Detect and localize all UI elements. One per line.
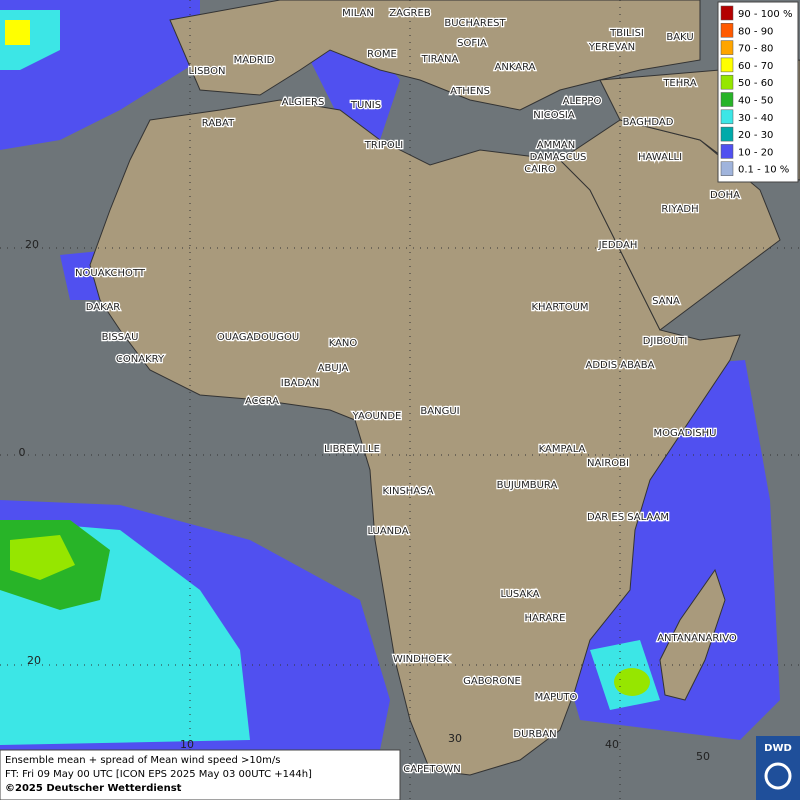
footer-box [0, 749, 401, 801]
city-label: CAPETOWN [403, 764, 461, 775]
grid-label: 20 [25, 238, 39, 251]
city-label: BANGUI [420, 406, 459, 417]
legend-swatch [720, 92, 734, 107]
city-label: NICOSIA [533, 110, 575, 121]
city-label: ROME [367, 49, 397, 60]
city-label: LIBREVILLE [324, 444, 380, 455]
city-label: DOHA [710, 190, 740, 201]
logo-text: DWD [764, 743, 792, 754]
legend-swatch [720, 109, 734, 125]
legend-swatch [720, 144, 734, 159]
grid-label: 0 [19, 446, 26, 459]
city-label: CONAKRY [116, 354, 165, 365]
grid-label: 10 [180, 738, 194, 751]
legend-label: 60 - 70 [738, 61, 773, 72]
city-label: LUSAKA [501, 589, 540, 600]
city-label: DAMASCUS [530, 152, 587, 163]
city-label: ZAGREB [389, 8, 431, 19]
city-label: KANO [329, 338, 358, 349]
legend-swatch [720, 74, 734, 90]
city-label: YAOUNDE [352, 411, 402, 422]
city-label: LISBON [189, 66, 226, 77]
city-label: SOFIA [457, 38, 487, 49]
city-label: NAIROBI [587, 458, 629, 469]
city-label: BAGHDAD [623, 117, 674, 128]
city-label: DAKAR [86, 302, 121, 313]
city-label: BISSAU [102, 332, 139, 343]
grid-label: 30 [448, 732, 462, 745]
city-label: ANTANANARIVO [657, 633, 737, 644]
city-label: KHARTOUM [531, 302, 588, 313]
legend-label: 10 - 20 [738, 147, 773, 158]
wind-blobs [0, 0, 780, 750]
city-label: RIYADH [661, 204, 698, 215]
city-label: HARARE [524, 613, 565, 624]
city-label: ACCRA [245, 396, 279, 407]
grid-label: 50 [696, 750, 710, 763]
city-label: DURBAN [513, 729, 556, 740]
city-label: MADRID [234, 55, 275, 66]
city-label: KAMPALA [539, 444, 586, 455]
legend-label: 40 - 50 [738, 96, 773, 107]
city-label: SANA [652, 296, 680, 307]
city-label: CAIRO [524, 164, 556, 175]
city-label: BUJUMBURA [497, 480, 558, 491]
logo-icon [764, 762, 792, 790]
city-label: DJIBOUTI [643, 336, 688, 347]
city-label: TIRANA [421, 54, 459, 65]
city-label: ABUJA [318, 363, 349, 374]
city-label: ADDIS ABABA [586, 360, 655, 371]
legend-swatch [720, 5, 734, 21]
city-label: JEDDAH [598, 240, 638, 251]
city-label: MOGADISHU [654, 428, 717, 439]
city-label: WINDHOEK [393, 654, 450, 665]
legend-label: 50 - 60 [738, 78, 773, 89]
city-label: TUNIS [350, 100, 381, 111]
legend-label: 70 - 80 [738, 44, 773, 55]
legend-swatch [720, 161, 734, 176]
city-label: BAKU [666, 32, 693, 43]
city-label: IBADAN [281, 378, 320, 389]
legend-label: 90 - 100 % [738, 9, 792, 20]
land [89, 0, 800, 776]
city-label: ALGIERS [282, 97, 325, 108]
city-label: TBILISI [609, 28, 644, 39]
city-label: ALEPPO [563, 96, 602, 107]
city-label: YEREVAN [588, 42, 635, 53]
city-label: LUANDA [367, 526, 408, 537]
grid-label: 20 [27, 654, 41, 667]
city-label: TRIPOLI [364, 140, 403, 151]
grid-label: 40 [605, 738, 619, 751]
city-label: DAR ES SALAAM [587, 512, 669, 523]
legend-swatch [720, 40, 734, 55]
city-label: BUCHAREST [444, 18, 506, 29]
city-label: ATHENS [450, 86, 490, 97]
legend-swatch [720, 23, 734, 38]
legend-label: 20 - 30 [738, 130, 773, 141]
footer-line: ©2025 Deutscher Wetterdienst [5, 783, 182, 794]
city-label: OUAGADOUGOU [217, 332, 299, 343]
footer-line: Ensemble mean + spread of Mean wind spee… [5, 755, 280, 766]
legend-swatch [720, 126, 734, 142]
legend-label: 30 - 40 [738, 113, 773, 124]
footer-line: FT: Fri 09 May 00 UTC [ICON EPS 2025 May… [5, 769, 312, 780]
city-label: NOUAKCHOTT [75, 268, 146, 279]
city-label: AMMAN [537, 140, 575, 151]
legend-label: 80 - 90 [738, 26, 773, 37]
city-label: KINSHASA [382, 486, 433, 497]
city-label: ANKARA [495, 62, 536, 73]
city-label: TEHRA [662, 78, 696, 89]
legend-swatch [720, 57, 734, 73]
city-label: HAWALLI [638, 152, 682, 163]
legend-label: 0.1 - 10 % [738, 165, 789, 176]
city-label: RABAT [202, 118, 235, 129]
city-label: MAPUTO [535, 692, 578, 703]
city-label: MILAN [342, 8, 374, 19]
city-label: GABORONE [463, 676, 521, 687]
